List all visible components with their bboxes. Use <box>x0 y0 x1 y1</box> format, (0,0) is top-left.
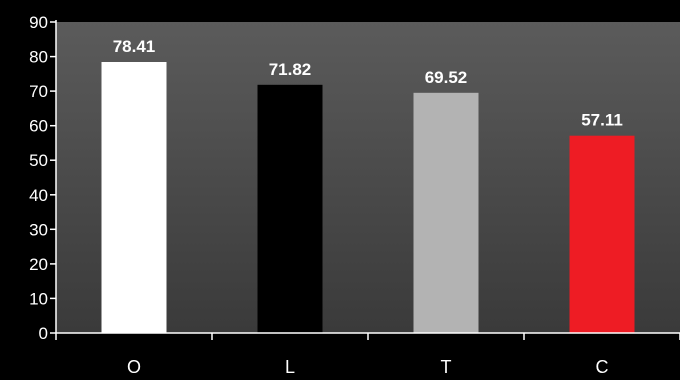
axes: O L T C 0 10 20 30 40 50 60 70 80 90 <box>29 13 680 377</box>
data-label-t: 69.52 <box>425 68 468 87</box>
y-tick-label-30: 30 <box>29 220 48 239</box>
x-tick-label-t: T <box>441 357 452 375</box>
y-tick-label-80: 80 <box>29 48 48 67</box>
data-labels: 78.41 71.82 69.52 57.11 <box>113 37 623 130</box>
bar-c <box>569 135 635 333</box>
bar-t <box>413 92 479 333</box>
y-tick-label-40: 40 <box>29 186 48 205</box>
bar-l <box>257 84 323 333</box>
data-label-o: 78.41 <box>113 37 156 56</box>
y-tick-label-70: 70 <box>29 82 48 101</box>
x-tick-label-l: L <box>285 357 295 375</box>
x-tick-label-o: O <box>127 357 141 375</box>
y-tick-label-0: 0 <box>39 324 48 343</box>
x-tick-label-c: C <box>596 357 609 375</box>
y-tick-label-60: 60 <box>29 117 48 136</box>
y-tick-label-10: 10 <box>29 289 48 308</box>
data-label-l: 71.82 <box>269 60 312 79</box>
bar-o <box>101 62 167 333</box>
y-tick-label-20: 20 <box>29 255 48 274</box>
y-tick-label-50: 50 <box>29 151 48 170</box>
y-tick-label-90: 90 <box>29 13 48 32</box>
bars-layer <box>101 62 635 333</box>
data-label-c: 57.11 <box>581 111 623 130</box>
